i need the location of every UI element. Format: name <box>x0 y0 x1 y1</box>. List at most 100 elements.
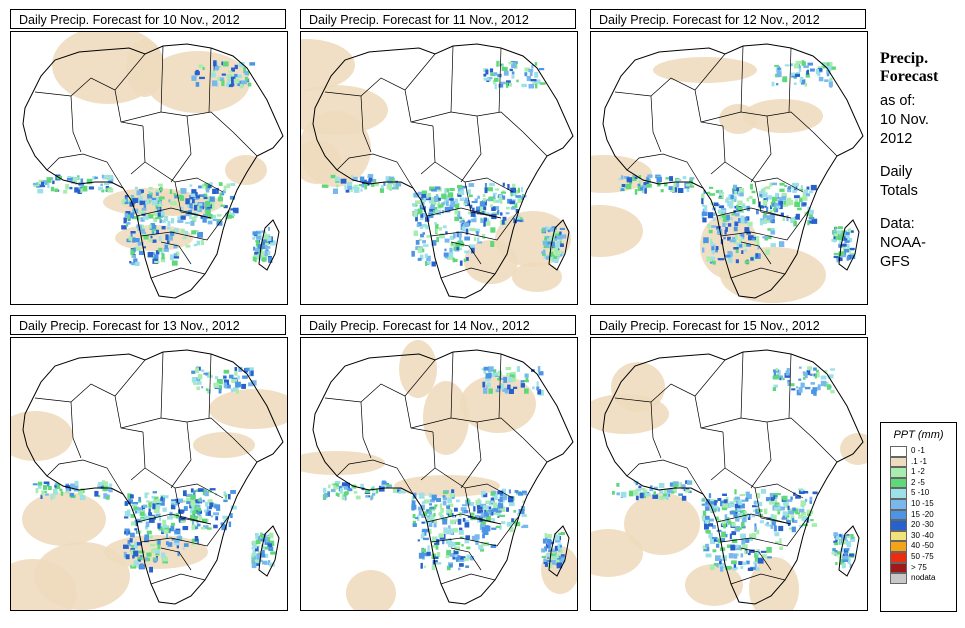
precip-cell <box>495 525 501 528</box>
precip-cell <box>640 187 644 191</box>
precip-cell <box>32 483 38 486</box>
precip-cell <box>426 255 431 261</box>
precip-cell <box>739 188 744 193</box>
precip-cell <box>238 366 243 372</box>
precip-cell <box>469 194 473 198</box>
precip-cell <box>779 377 782 381</box>
precip-cell <box>701 211 708 216</box>
precip-cell <box>50 186 55 192</box>
precip-cell <box>223 382 228 389</box>
precip-cell <box>74 187 79 193</box>
precip-cell <box>213 382 218 388</box>
precip-cell <box>500 81 506 85</box>
precip-cell <box>740 522 745 527</box>
panel-title: Daily Precip. Forecast for 12 Nov., 2012 <box>590 9 866 29</box>
precip-cell <box>776 83 779 86</box>
precip-cell <box>134 541 138 546</box>
precip-cell <box>784 64 790 67</box>
precip-cell <box>213 524 218 529</box>
precip-cell <box>199 76 205 80</box>
precip-cell <box>267 236 272 241</box>
light-precip-area <box>209 389 287 429</box>
precip-cell <box>490 241 495 247</box>
precip-cell <box>108 488 113 493</box>
precip-cell <box>237 375 240 380</box>
legend-swatch <box>890 573 907 584</box>
country-border <box>464 487 502 525</box>
country-border <box>440 573 496 585</box>
precip-cell <box>468 211 473 215</box>
precip-cell <box>835 553 838 557</box>
precip-cell <box>514 521 521 527</box>
precip-cell <box>435 223 439 229</box>
precip-cell <box>493 198 496 204</box>
precip-cell <box>846 534 850 537</box>
country-border <box>160 351 164 419</box>
precip-cell <box>146 500 150 503</box>
precip-cell <box>756 493 761 499</box>
precip-cell <box>498 503 504 509</box>
precip-cell <box>545 255 550 260</box>
precip-cell <box>197 538 199 545</box>
precip-cell <box>152 499 158 504</box>
precip-cell <box>262 257 267 262</box>
precip-cell <box>144 199 150 205</box>
precip-cell <box>433 196 439 202</box>
precip-cell <box>191 189 197 195</box>
legend-label: 15 -20 <box>911 509 934 519</box>
precip-cell <box>169 189 173 194</box>
precip-cell <box>841 251 845 257</box>
panel-title: Daily Precip. Forecast for 10 Nov., 2012 <box>10 9 286 29</box>
precip-cell <box>547 229 551 233</box>
precip-cell <box>720 209 726 213</box>
precip-cell <box>107 175 114 180</box>
precip-cell <box>227 210 231 216</box>
precip-cell <box>140 217 145 222</box>
precip-cell <box>555 232 562 237</box>
precip-cell <box>203 525 209 529</box>
precip-cell <box>268 227 270 231</box>
precip-cell <box>754 523 757 527</box>
precip-cell <box>809 209 814 214</box>
precip-cell <box>555 534 560 541</box>
precip-cell <box>741 544 748 550</box>
precip-cell <box>447 503 454 507</box>
precip-cell <box>412 520 416 526</box>
precip-cell <box>97 485 102 489</box>
precip-cell <box>180 520 186 523</box>
precip-cell <box>795 213 800 220</box>
precip-cell <box>438 512 443 516</box>
precip-cell <box>381 484 387 487</box>
precip-cell <box>477 241 483 244</box>
precip-cell <box>432 537 437 543</box>
precip-cell <box>708 493 712 499</box>
precip-cell <box>747 567 754 571</box>
precip-cell <box>534 62 538 66</box>
precip-cell <box>460 218 465 222</box>
precip-cell <box>226 82 231 88</box>
precip-cell <box>551 560 557 565</box>
precip-cell <box>490 492 495 496</box>
precip-cell <box>509 526 514 533</box>
precip-cell <box>448 252 454 258</box>
precip-cell <box>735 212 740 217</box>
precip-cell <box>850 534 854 538</box>
precip-cell <box>360 483 364 488</box>
precip-cell <box>194 526 199 529</box>
precip-cell <box>672 488 675 492</box>
precip-cell <box>847 559 851 565</box>
precip-cell <box>835 534 840 540</box>
precip-cell <box>195 82 200 87</box>
precip-cell <box>170 504 176 510</box>
precip-cell <box>223 491 226 496</box>
precip-cell <box>704 205 708 211</box>
precip-cell <box>162 557 169 562</box>
precip-cell <box>459 236 462 243</box>
precip-cell <box>495 199 502 203</box>
precip-cell <box>158 200 162 207</box>
precip-cell <box>649 485 653 488</box>
precip-cell <box>191 230 197 235</box>
precip-cell <box>178 534 181 537</box>
precip-cell <box>767 195 772 200</box>
precip-cell <box>731 538 738 544</box>
